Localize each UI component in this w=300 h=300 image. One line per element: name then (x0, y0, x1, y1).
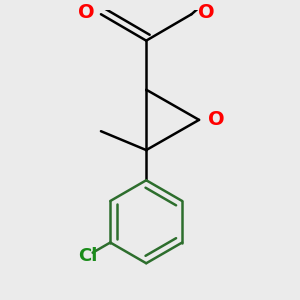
Text: Cl: Cl (78, 247, 97, 265)
Text: O: O (197, 3, 214, 22)
Text: O: O (208, 110, 225, 129)
Text: O: O (78, 3, 95, 22)
